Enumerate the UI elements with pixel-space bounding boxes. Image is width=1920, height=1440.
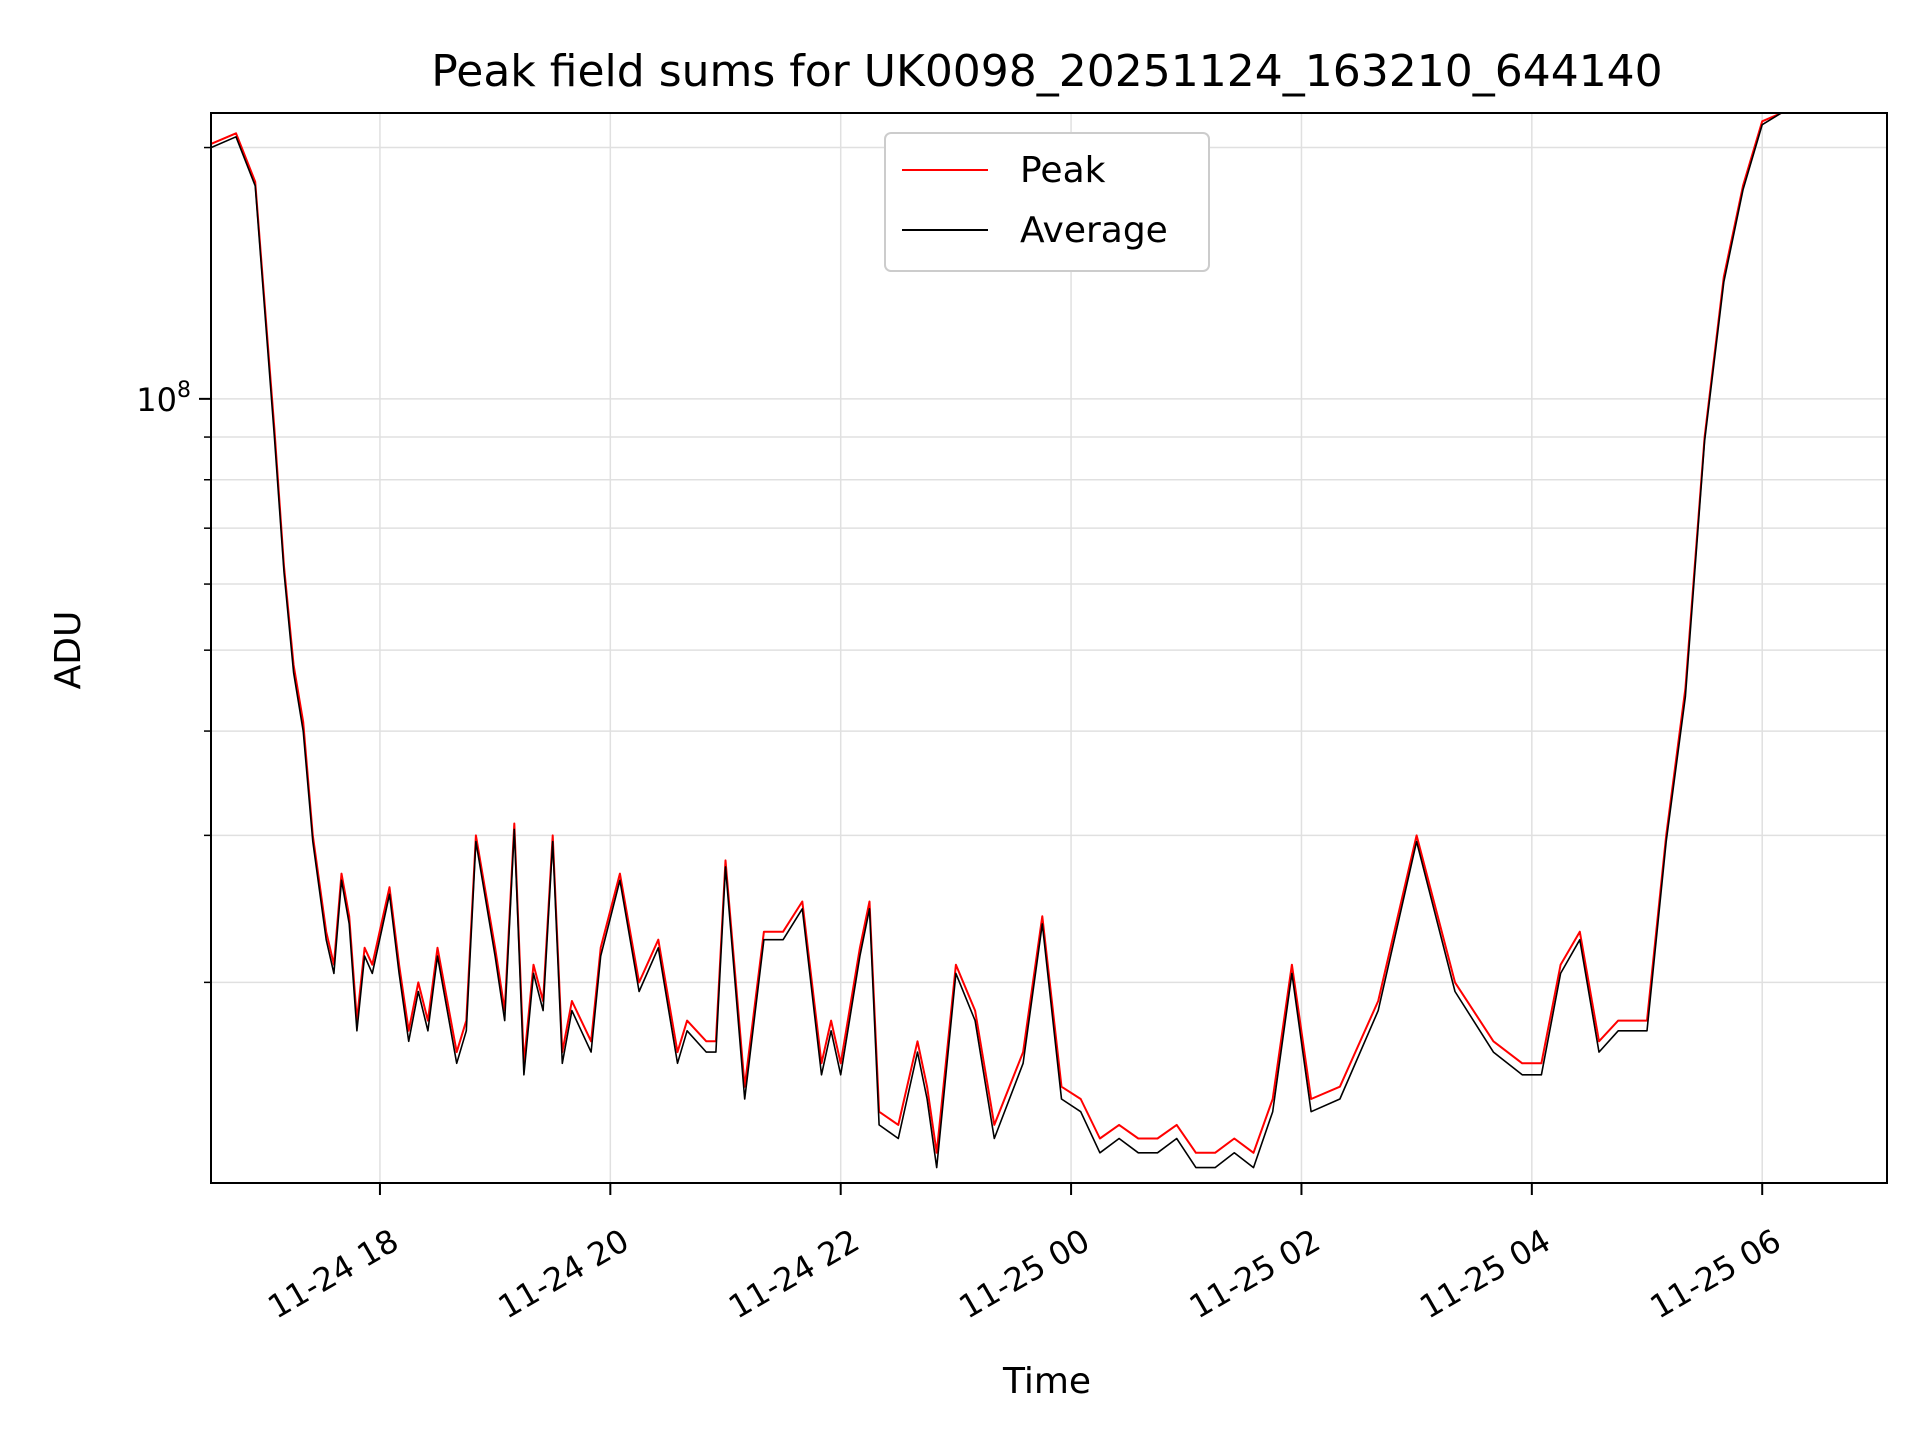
x-tick-label: 11-25 00	[952, 1221, 1096, 1326]
x-axis-label: Time	[1002, 1361, 1091, 1402]
y-axis-label: ADU	[48, 611, 89, 690]
x-tick-label: 11-24 18	[261, 1221, 405, 1326]
x-axis: 11-24 18 11-24 20 11-24 22 11-25 00 11-25 02…	[261, 1183, 1787, 1326]
chart-title: Peak field sums for UK0098_20251124_1632…	[431, 46, 1662, 97]
legend-label-average: Average	[1020, 210, 1168, 251]
grid	[211, 113, 1887, 1183]
x-tick-label: 11-24 22	[722, 1221, 866, 1326]
legend: Peak Average	[885, 133, 1209, 271]
y-tick-label: 108	[136, 378, 191, 419]
x-tick-label: 11-25 02	[1183, 1221, 1327, 1326]
y-axis: 108	[136, 148, 211, 983]
plot-frame	[211, 113, 1887, 1183]
x-tick-label: 11-25 04	[1413, 1221, 1557, 1326]
x-tick-label: 11-25 06	[1644, 1221, 1788, 1326]
x-tick-label: 11-24 20	[492, 1221, 636, 1326]
legend-label-peak: Peak	[1020, 150, 1106, 191]
